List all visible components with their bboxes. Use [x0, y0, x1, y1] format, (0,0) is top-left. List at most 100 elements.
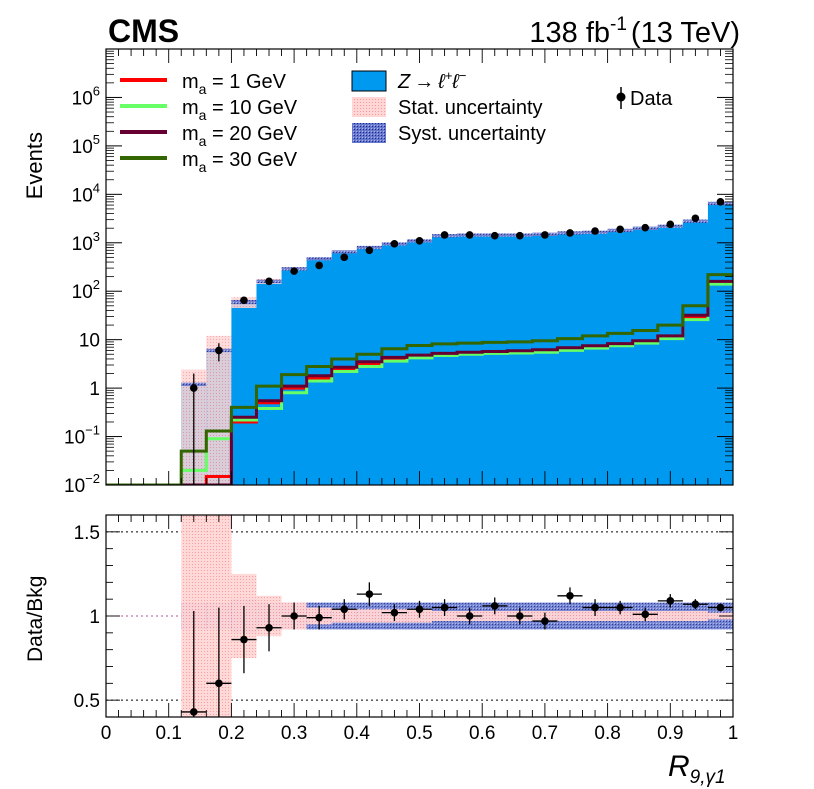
ratio-point [390, 608, 399, 617]
bkg-bar [406, 240, 433, 485]
upper-ytick-label: 102 [72, 277, 100, 303]
legend-label-stat: Stat. uncertainty [398, 97, 543, 119]
bkg-bar [632, 228, 659, 485]
legend-swatch-zll [351, 70, 387, 92]
upper-ytick-label: 106 [72, 83, 100, 109]
upper-ytick-label: 104 [72, 180, 100, 206]
data-point [365, 246, 374, 255]
xtick-label: 0.7 [532, 723, 558, 744]
bkg-bar [482, 234, 508, 485]
ratio-stat-band [482, 610, 508, 622]
data-point [691, 214, 700, 223]
xtick-label: 0.6 [469, 723, 495, 744]
ratio-point [716, 603, 725, 612]
data-point [616, 225, 624, 234]
data-point [340, 253, 349, 262]
x-axis-title: R9,γ1 [668, 750, 726, 788]
bkg-bar [231, 301, 257, 485]
ratio-point [516, 612, 524, 620]
bkg-bar [256, 281, 283, 485]
data-point [516, 231, 524, 240]
xtick-label: 0 [101, 723, 112, 744]
bkg-bar [557, 232, 584, 485]
ratio-point [566, 592, 574, 600]
data-point [566, 229, 574, 237]
data-point [541, 231, 549, 239]
legend-swatch-data-marker [616, 92, 626, 102]
legend-swatch-syst [352, 123, 386, 143]
lower-panel: 0.5 1 1.5 0 0.1 0.2 0.3 0.4 0.5 0.6 0.7 0.8 0.9 1 Dat… [24, 514, 739, 744]
bkg-bar [381, 243, 408, 485]
data-point [641, 223, 650, 232]
ratio-point [440, 603, 449, 612]
bkg-bar [582, 232, 609, 485]
lumi-exponent: -1 [610, 14, 627, 35]
data-point [666, 220, 675, 229]
lower-ytick-label: 0.5 [74, 691, 100, 712]
data-point [465, 231, 474, 239]
ratio-point [465, 612, 474, 620]
upper-panel: 10−2 10−1 1 10 102 103 104 105 106 Events [22, 48, 734, 497]
data-point [215, 346, 223, 355]
lower-ytick-label: 1.5 [74, 523, 100, 544]
data-point [189, 384, 198, 392]
bkg-bar [432, 235, 458, 485]
xtick-label: 0.9 [657, 723, 683, 744]
legend: ma = 1 GeV ma = 10 GeV ma = 20 GeV ma = … [120, 68, 673, 175]
energy-label: (13 TeV) [631, 17, 740, 49]
legend-label-ma20: ma = 20 GeV [182, 123, 298, 149]
ratio-stat-band [607, 610, 633, 622]
ratio-point [340, 605, 349, 614]
xtick-label: 1 [728, 723, 739, 744]
legend-label-data: Data [630, 88, 673, 110]
data-point [490, 231, 499, 240]
xtick-label: 0.1 [155, 723, 181, 744]
ratio-point [240, 635, 248, 644]
xtick-label: 0.4 [344, 723, 371, 744]
upper-ytick-label: 10 [79, 331, 100, 352]
xtick-label: 0.3 [281, 723, 307, 744]
ratio-point [290, 612, 298, 620]
ratio-point [490, 602, 499, 610]
xtick-label: 0.8 [594, 723, 620, 744]
legend-label-ma1: ma = 1 GeV [182, 71, 287, 97]
bkg-bar [682, 221, 709, 485]
upper-ytick-label: 10−2 [64, 471, 100, 497]
legend-label-syst: Syst. uncertainty [398, 123, 546, 145]
experiment-label: CMS [108, 13, 179, 49]
upper-ytick-label: 10−1 [64, 423, 100, 449]
ratio-point [691, 600, 700, 609]
legend-swatch-stat [352, 97, 386, 117]
data-point [390, 240, 399, 248]
ratio-point [415, 605, 424, 614]
ratio-point [666, 597, 675, 605]
data-point [240, 296, 248, 305]
ratio-stat-band [356, 609, 382, 623]
legend-label-ma30: ma = 30 GeV [182, 149, 298, 175]
ratio-point [315, 613, 323, 622]
ratio-point [215, 679, 223, 688]
ratio-point [541, 617, 549, 625]
legend-label-zll: Z → ℓ+ℓ− [397, 68, 467, 93]
ratio-point [591, 603, 599, 612]
bkg-bar [281, 268, 308, 485]
upper-ytick-label: 1 [89, 379, 100, 400]
ratio-point [265, 623, 273, 632]
xtick-label: 0.2 [218, 723, 244, 744]
legend-label-ma10: ma = 10 GeV [182, 97, 298, 123]
upper-ylabel: Events [22, 132, 47, 199]
ratio-stat-band [557, 610, 583, 622]
ratio-stat-band [657, 610, 683, 622]
syst-band [331, 250, 357, 254]
signal-line-ma30 [106, 273, 733, 485]
lumi-value: 138 fb [529, 17, 610, 49]
upper-ytick-label: 105 [72, 132, 100, 158]
data-point [415, 236, 424, 245]
bkg-bar [507, 234, 533, 485]
bkg-bar [657, 226, 684, 485]
lower-ytick-label: 1 [89, 607, 100, 628]
data-point [290, 267, 298, 275]
lumi-label: 138 fb-1 (13 TeV) [529, 14, 740, 49]
data-point [440, 231, 449, 239]
